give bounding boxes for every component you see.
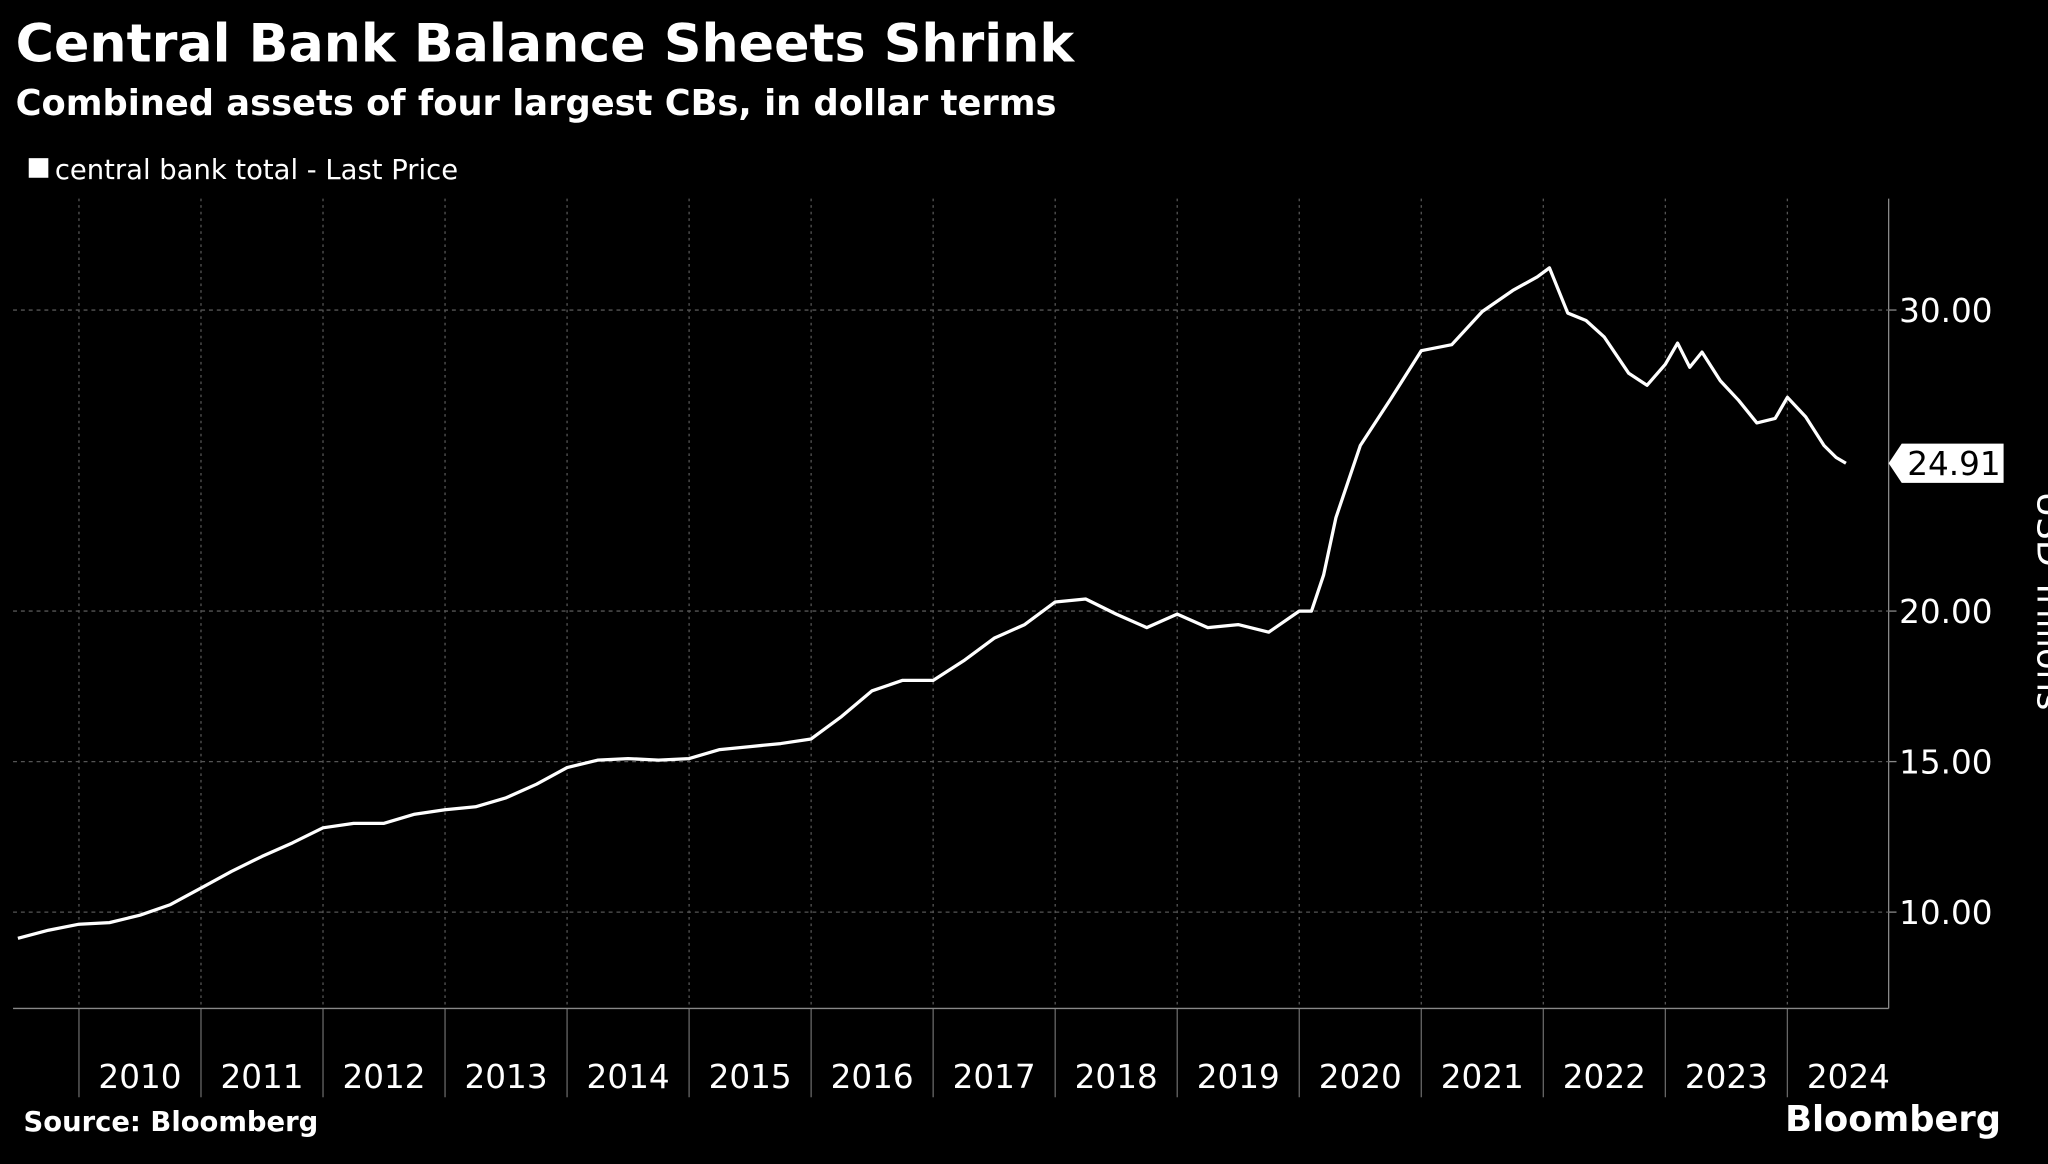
y-tick-label: 10.00 (1899, 894, 1992, 932)
y-tick-label: 20.00 (1899, 593, 1992, 631)
x-tick-label: 2020 (1319, 1058, 1402, 1096)
x-tick-label: 2011 (220, 1058, 303, 1096)
x-tick-label: 2017 (953, 1058, 1036, 1096)
y-axis-label: USD Trillions (2029, 492, 2048, 711)
x-tick-label: 2023 (1685, 1058, 1768, 1096)
x-tick-label: 2022 (1563, 1058, 1646, 1096)
x-tick-label: 2013 (465, 1058, 548, 1096)
brand: Bloomberg (1785, 1099, 2001, 1140)
y-tick-label: 30.00 (1899, 292, 1992, 330)
legend-label: central bank total - Last Price (55, 155, 458, 186)
last-price-box (1888, 443, 2004, 483)
x-tick-label: 2015 (709, 1058, 792, 1096)
source: Source: Bloomberg (24, 1107, 319, 1138)
legend-swatch (28, 158, 49, 178)
x-tick-label: 2014 (587, 1058, 670, 1096)
x-tick-label: 2019 (1197, 1058, 1280, 1096)
x-tick-label: 2012 (342, 1058, 425, 1096)
x-tick-label: 2010 (98, 1058, 181, 1096)
chart-title: Central Bank Balance Sheets Shrink (16, 15, 1076, 75)
x-tick-label: 2021 (1441, 1058, 1524, 1096)
x-tick-label: 2018 (1075, 1058, 1158, 1096)
x-tick-label: 2016 (831, 1058, 914, 1096)
line-series (17, 266, 1847, 940)
last-price-label: 24.91 (1907, 445, 2000, 483)
x-tick-label: 2024 (1807, 1058, 1890, 1096)
y-tick-label: 15.00 (1899, 743, 1992, 781)
chart-subtitle: Combined assets of four largest CBs, in … (16, 83, 1057, 124)
